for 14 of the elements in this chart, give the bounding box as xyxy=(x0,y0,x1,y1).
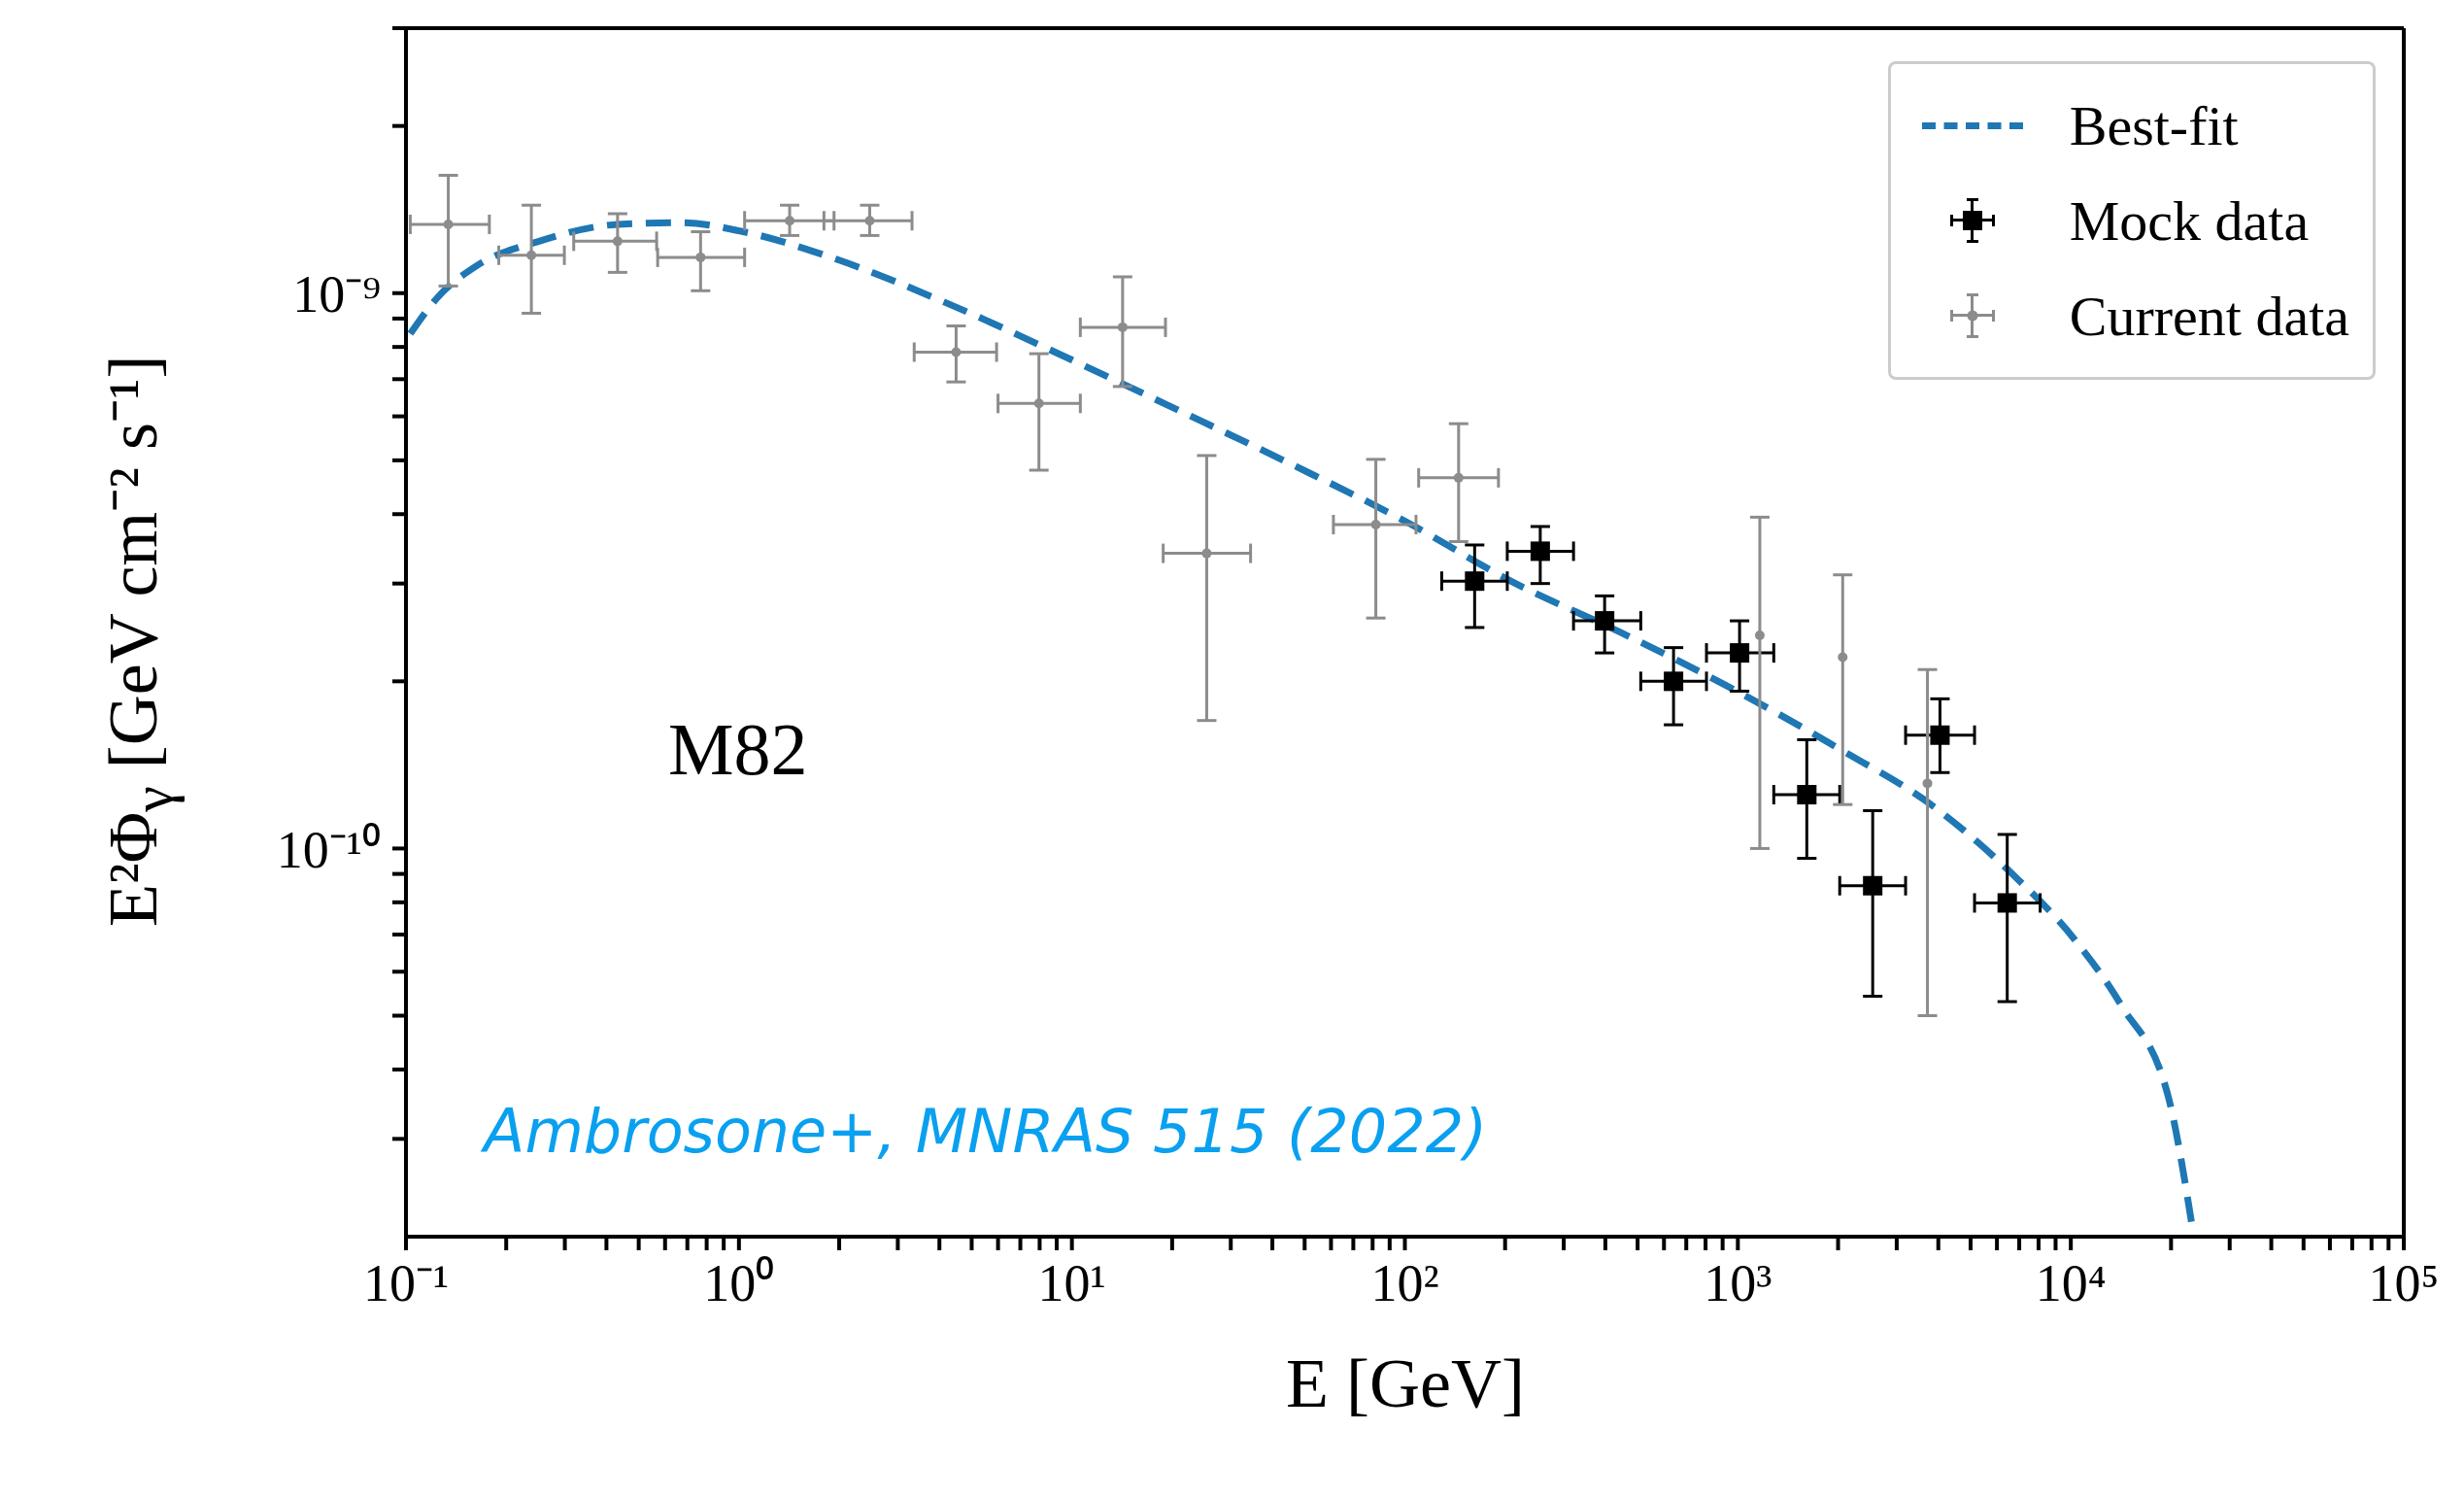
x-tick-label: 10⁻¹ xyxy=(362,1254,450,1313)
x-tick-label: 10⁰ xyxy=(703,1254,775,1313)
x-tick-label: 10⁴ xyxy=(2035,1254,2107,1313)
legend-label: Best-fit xyxy=(2069,92,2239,158)
x-axis-title: E [GeV] xyxy=(1285,1344,1526,1424)
annotation: M82 xyxy=(668,707,808,792)
x-tick-label: 10⁵ xyxy=(2368,1254,2440,1313)
legend-label: Current data xyxy=(2069,283,2349,349)
x-tick-label: 10¹ xyxy=(1037,1254,1106,1313)
y-tick-label: 10⁻¹⁰ xyxy=(276,820,381,879)
y-tick-label: 10⁻⁹ xyxy=(292,264,381,323)
x-tick-label: 10² xyxy=(1370,1254,1439,1313)
legend-label: Mock data xyxy=(2069,187,2310,254)
x-tick-label: 10³ xyxy=(1704,1254,1772,1313)
